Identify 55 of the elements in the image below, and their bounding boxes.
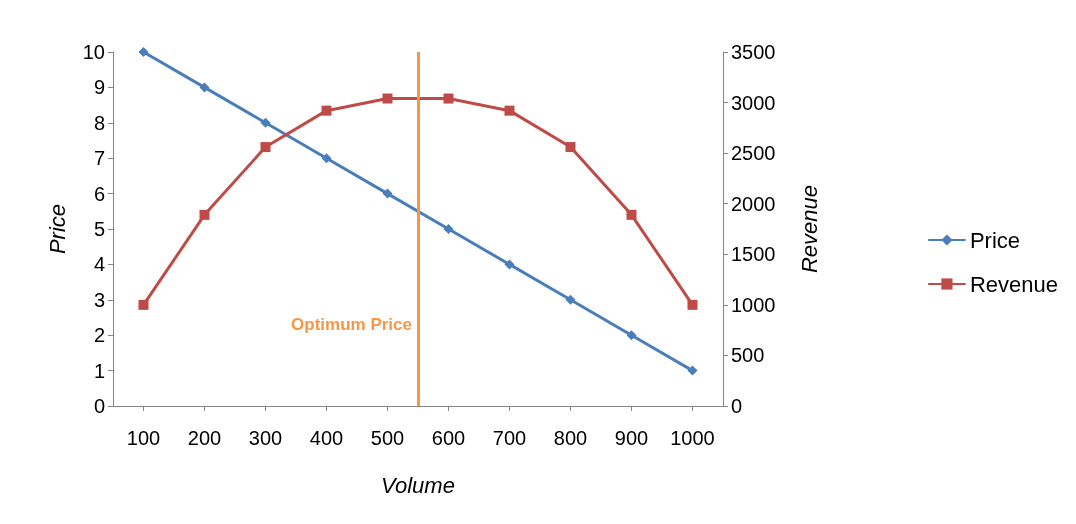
y2-tick-label: 3000 — [731, 91, 776, 114]
point — [260, 117, 271, 128]
point — [138, 299, 149, 310]
point — [504, 105, 515, 116]
y-axis-title: Price — [44, 203, 70, 255]
y-tick-label: 7 — [93, 147, 105, 170]
point — [687, 365, 698, 376]
legend-label: Price — [969, 227, 1021, 253]
x-tick-label: 400 — [309, 427, 344, 449]
point — [199, 209, 210, 220]
y-tick-label: 10 — [82, 41, 105, 63]
y2-tick-label: 1500 — [731, 243, 776, 266]
point — [687, 299, 698, 310]
point — [199, 82, 210, 93]
y2-tick-label: 3500 — [731, 41, 776, 63]
y-tick-label: 4 — [93, 253, 105, 276]
x-tick-label: 1000 — [670, 427, 715, 449]
x-tick-label: 500 — [370, 427, 405, 449]
ref-line-label: Optimum Price — [291, 315, 412, 335]
x-tick-label: 200 — [187, 427, 222, 449]
y2-tick-label: 2500 — [731, 142, 776, 165]
y-tick-label: 2 — [93, 324, 105, 347]
point — [321, 153, 332, 164]
x-tick-label: 700 — [492, 427, 527, 449]
y-tick-label: 3 — [93, 288, 105, 311]
point — [138, 47, 149, 57]
point — [443, 93, 454, 104]
x-tick-label: 800 — [553, 427, 588, 449]
point — [260, 142, 271, 153]
point — [321, 105, 332, 116]
y2-tick-label: 0 — [731, 395, 743, 417]
y2-axis-title: Revenue — [796, 184, 822, 274]
point — [443, 224, 454, 234]
point — [565, 294, 576, 305]
y-tick-label: 9 — [93, 76, 105, 99]
y2-tick-label: 1000 — [731, 293, 776, 316]
x-tick-label: 600 — [431, 427, 466, 449]
point — [626, 209, 637, 220]
point — [626, 330, 637, 341]
y-tick-label: 8 — [93, 111, 105, 134]
x-tick-label: 300 — [248, 427, 283, 449]
y-tick-label: 6 — [93, 182, 105, 205]
point — [382, 188, 393, 199]
x-axis-title: Volume — [381, 472, 455, 498]
y-tick-label: 5 — [93, 218, 105, 240]
y2-tick-label: 500 — [731, 344, 765, 367]
y-tick-label: 1 — [93, 359, 105, 382]
x-tick-label: 100 — [126, 427, 161, 449]
point — [504, 259, 515, 270]
y2-tick-label: 2000 — [731, 192, 776, 215]
point — [382, 93, 393, 104]
x-tick-label: 900 — [614, 427, 649, 449]
y-tick-label: 0 — [93, 395, 105, 417]
point — [565, 142, 576, 153]
legend-label: Revenue — [969, 271, 1059, 297]
